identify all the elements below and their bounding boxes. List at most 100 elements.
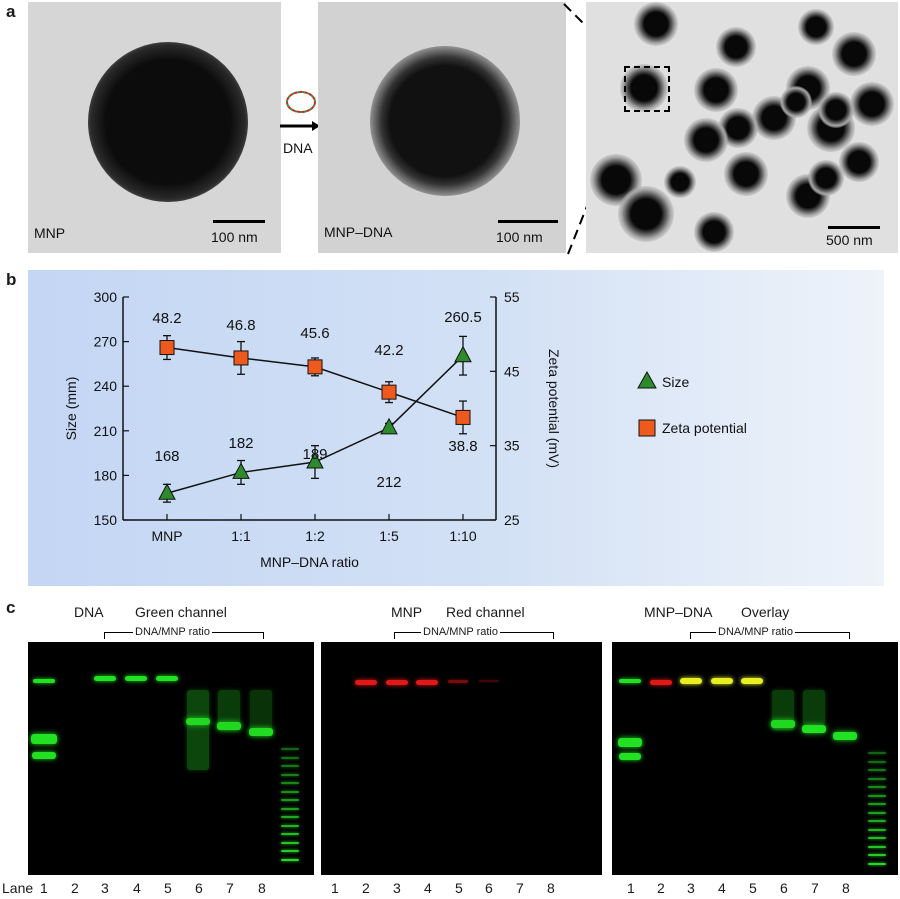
ladder-band: [868, 845, 886, 848]
dna-band: [32, 752, 56, 759]
gel-image: [612, 642, 898, 875]
lane-number: 4: [424, 880, 432, 896]
lane-number: 8: [842, 880, 850, 896]
gel-image: [321, 642, 602, 875]
zoom-box: [624, 66, 670, 112]
size-point: [158, 483, 176, 500]
mnp-band: [355, 680, 377, 685]
gel-title: DNA: [74, 604, 104, 620]
legend-label: Size: [662, 374, 689, 390]
size-data-label: 182: [228, 435, 253, 452]
ladder-band: [868, 820, 886, 822]
lane-word: Lane: [2, 880, 34, 896]
tem-image-overview: 500 nm: [586, 2, 898, 253]
image2-scale-label: 100 nm: [496, 229, 543, 245]
ladder-band: [868, 837, 886, 839]
ladder-band: [281, 850, 299, 852]
smear: [218, 690, 240, 730]
tem-image-mnp-dna: MNP–DNA 100 nm: [318, 2, 566, 253]
nanoparticle: [694, 68, 738, 112]
ladder-band: [868, 803, 886, 805]
left-tick-label: 210: [94, 423, 118, 439]
dna-band: [619, 679, 641, 683]
scale-bar: [828, 226, 880, 229]
x-tick-label: MNP: [151, 528, 182, 544]
dna-band: [33, 679, 55, 683]
zeta-data-label: 38.8: [448, 438, 477, 455]
ratio-label: DNA/MNP ratio: [716, 626, 795, 638]
lane-number: 2: [71, 880, 79, 896]
ladder-band: [281, 765, 299, 767]
legend-label: Zeta potential: [662, 420, 747, 436]
nanoparticle: [780, 86, 812, 118]
left-tick-label: 240: [94, 378, 118, 394]
ladder-band: [868, 862, 886, 865]
ladder-band: [281, 824, 299, 827]
legend-zeta-marker: [638, 419, 656, 437]
shifted-band: [802, 725, 826, 733]
size-data-label: 260.5: [444, 309, 482, 326]
ladder-band: [281, 799, 299, 801]
nanoparticle: [620, 64, 668, 112]
smear: [187, 690, 209, 770]
chart-background: [28, 270, 884, 586]
overlay-band: [680, 678, 702, 684]
size-data-label: 212: [376, 474, 401, 491]
zeta-point: [381, 384, 397, 400]
dna-loop-icon: [280, 91, 320, 131]
lane-number: 1: [331, 880, 339, 896]
ladder-band: [281, 773, 299, 776]
panel-b-label: b: [6, 270, 17, 289]
left-axis-title: Size (mm): [63, 377, 79, 441]
ladder-band: [868, 828, 886, 831]
lane-number: 7: [516, 880, 524, 896]
ladder-band: [281, 790, 299, 793]
mnp-band: [386, 680, 408, 685]
right-tick-label: 55: [504, 289, 520, 305]
mnp-dna-particle: [370, 46, 520, 196]
legend-size-marker: [637, 370, 657, 389]
lane-number: 5: [749, 880, 757, 896]
dna-band: [619, 753, 641, 760]
shifted-band: [249, 728, 273, 736]
lane-number: 8: [258, 880, 266, 896]
gel-channel: Overlay: [741, 604, 790, 620]
overlay-band: [741, 678, 763, 684]
ladder-band: [868, 786, 886, 788]
gel-image: [28, 642, 314, 875]
image1-scale-label: 100 nm: [211, 229, 258, 245]
arrow-label: DNA: [283, 140, 313, 156]
ratio-label: DNA/MNP ratio: [133, 626, 212, 638]
overlay-band: [711, 678, 733, 684]
x-tick-label: 1:10: [449, 528, 476, 544]
size-zeta-chart: 150 180 210 240 270 300 25 35 45 55 MNP 1:1 1:2 1:5 1:…: [63, 289, 747, 570]
zeta-data-label: 48.2: [152, 310, 181, 327]
mnp-band: [650, 680, 672, 685]
scale-bar: [498, 220, 558, 223]
lane-number: 4: [718, 880, 726, 896]
well-band: [156, 676, 178, 681]
lane-number: 6: [485, 880, 493, 896]
nanoparticle: [818, 92, 854, 128]
lane-number: 4: [133, 880, 141, 896]
lane-number: 2: [362, 880, 370, 896]
right-tick-label: 35: [504, 438, 520, 454]
ladder-band: [281, 748, 299, 750]
panel-c-label: c: [6, 598, 16, 617]
ladder-band: [868, 811, 886, 814]
ladder-band: [868, 794, 886, 797]
ladder-band: [868, 854, 886, 856]
gel-channel: Green channel: [135, 604, 227, 620]
nanoparticle: [716, 27, 756, 67]
x-tick-label: 1:1: [231, 528, 251, 544]
smear: [772, 690, 794, 730]
lane-number: 8: [547, 880, 555, 896]
size-data-label: 189: [302, 446, 327, 463]
lane-number: 3: [393, 880, 401, 896]
x-tick-label: 1:5: [379, 528, 399, 544]
lane-number: 3: [101, 880, 109, 896]
smear: [803, 690, 825, 725]
well-band: [125, 676, 147, 681]
right-tick-label: 25: [504, 512, 520, 528]
well-band: [94, 676, 116, 681]
